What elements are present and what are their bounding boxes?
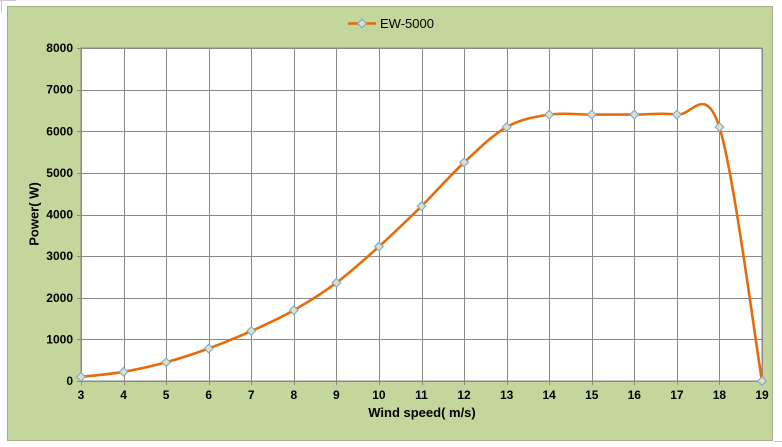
svg-text:19: 19 — [755, 388, 769, 402]
svg-text:14: 14 — [543, 388, 557, 402]
svg-text:6: 6 — [205, 388, 212, 402]
svg-text:5: 5 — [163, 388, 170, 402]
svg-text:10: 10 — [372, 388, 386, 402]
spreadsheet-gridline — [0, 0, 16, 1]
svg-text:7000: 7000 — [46, 83, 73, 97]
svg-text:11: 11 — [415, 388, 428, 402]
gridlines — [77, 47, 763, 385]
chart-area[interactable]: 3 4 5 6 7 8 9 10 11 12 13 14 15 16 17 18 19 0 1000 2000 3000… — [7, 6, 773, 441]
svg-text:0: 0 — [66, 374, 73, 388]
svg-text:3: 3 — [78, 388, 85, 402]
axis-tick-labels: 3 4 5 6 7 8 9 10 11 12 13 14 15 16 17 18 19 0 1000 2000 3000… — [46, 41, 769, 402]
svg-text:16: 16 — [628, 388, 642, 402]
line-marker-icon — [348, 18, 377, 29]
svg-text:15: 15 — [585, 388, 599, 402]
svg-text:8000: 8000 — [46, 41, 73, 55]
plot-area[interactable]: 3 4 5 6 7 8 9 10 11 12 13 14 15 16 17 18 19 0 1000 2000 3000… — [8, 7, 774, 442]
svg-text:13: 13 — [500, 388, 514, 402]
spreadsheet-gridline — [774, 441, 782, 442]
y-axis-title[interactable]: Power( W) — [26, 182, 42, 246]
legend[interactable]: EW-5000 — [348, 16, 434, 31]
plot-background — [81, 48, 762, 381]
svg-text:9: 9 — [333, 388, 340, 402]
svg-text:2000: 2000 — [46, 291, 73, 305]
svg-text:7: 7 — [248, 388, 255, 402]
svg-text:18: 18 — [713, 388, 727, 402]
svg-text:1000: 1000 — [46, 332, 73, 346]
spreadsheet-gridline — [1, 0, 2, 13]
svg-text:4: 4 — [120, 388, 127, 402]
svg-text:12: 12 — [457, 388, 471, 402]
svg-text:5000: 5000 — [46, 166, 73, 180]
svg-text:17: 17 — [670, 388, 684, 402]
legend-label: EW-5000 — [380, 16, 434, 31]
svg-text:4000: 4000 — [46, 208, 73, 222]
svg-text:3000: 3000 — [46, 249, 73, 263]
svg-text:6000: 6000 — [46, 124, 73, 138]
series-markers — [75, 109, 768, 387]
svg-text:8: 8 — [290, 388, 297, 402]
x-axis-title[interactable]: Wind speed( m/s) — [368, 405, 476, 420]
